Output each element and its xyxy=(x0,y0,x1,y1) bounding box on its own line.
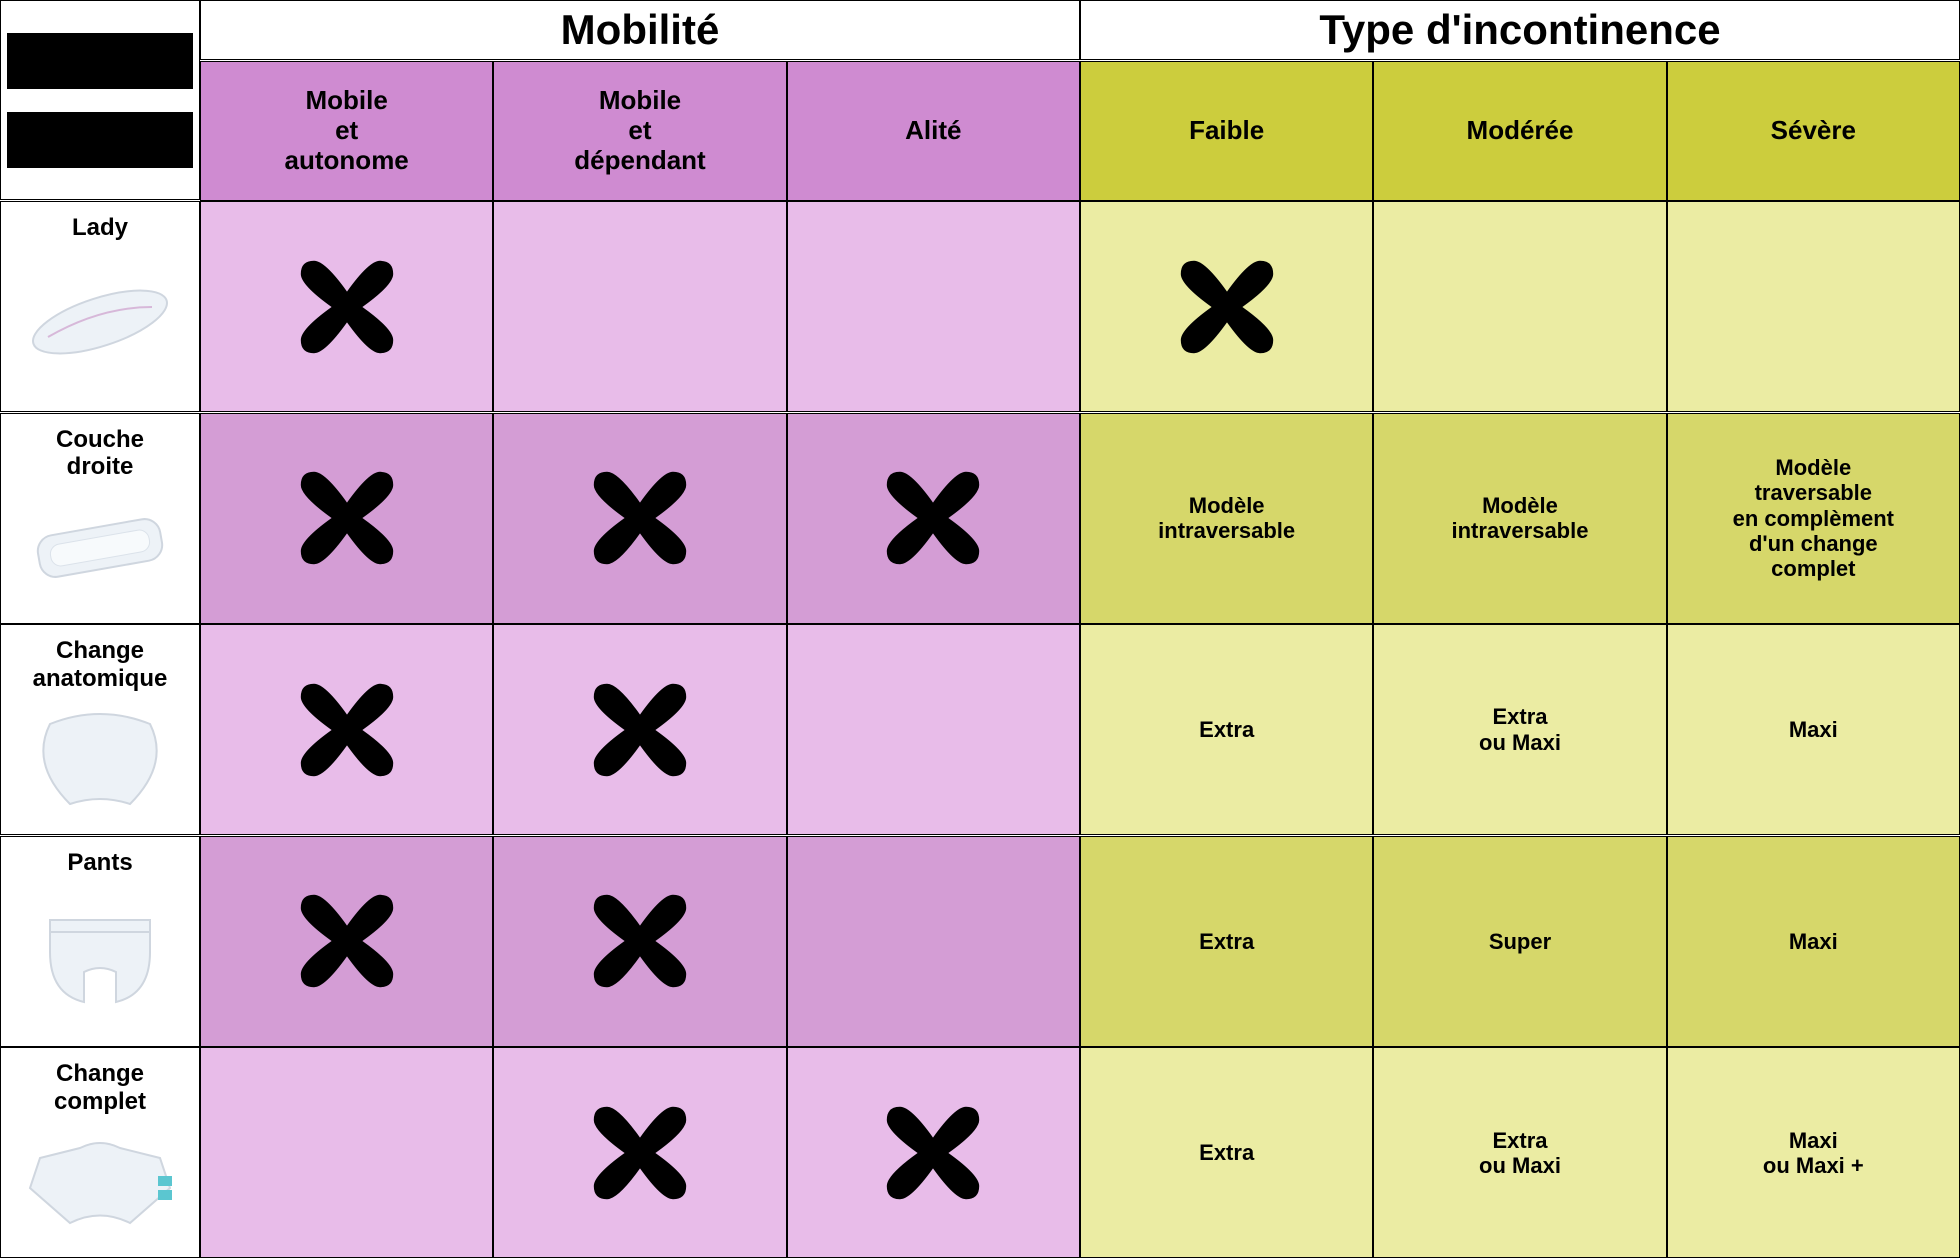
check-x-icon xyxy=(292,886,402,996)
row-label: Change anatomique xyxy=(0,624,200,835)
cell-text: Modèle intraversable xyxy=(1452,493,1589,544)
product-icon-wrap xyxy=(9,242,191,403)
product-icon-wrap xyxy=(9,876,191,1037)
comparison-table: MobilitéType d'incontinence Mobile et aut… xyxy=(0,0,1960,1259)
cell-text: Extra xyxy=(1199,1140,1254,1165)
redacted-bar xyxy=(7,33,193,89)
table-cell xyxy=(1080,201,1373,412)
check-x-icon xyxy=(1172,252,1282,362)
table-cell: Maxi xyxy=(1667,624,1960,835)
table-cell: Extra ou Maxi xyxy=(1373,1047,1666,1258)
sub-header: Sévère xyxy=(1667,61,1960,201)
row-label: Couche droite xyxy=(0,413,200,624)
table-cell: Modèle traversable en complèment d'un ch… xyxy=(1667,413,1960,624)
cell-text: Extra xyxy=(1199,717,1254,742)
product-icon-wrap xyxy=(9,692,191,826)
table-cell xyxy=(200,836,493,1047)
sub-header: Faible xyxy=(1080,61,1373,201)
group-header: Type d'incontinence xyxy=(1080,0,1960,60)
sub-header: Alité xyxy=(787,61,1080,201)
check-x-icon xyxy=(292,675,402,785)
sub-header: Modérée xyxy=(1373,61,1666,201)
table-cell: Modèle intraversable xyxy=(1373,413,1666,624)
cell-text: Extra ou Maxi xyxy=(1479,704,1561,755)
row-label: Lady xyxy=(0,201,200,412)
table-cell: Extra xyxy=(1080,1047,1373,1258)
table-cell xyxy=(1373,201,1666,412)
table-cell: Extra ou Maxi xyxy=(1373,624,1666,835)
table-cell xyxy=(493,413,786,624)
table-cell xyxy=(787,413,1080,624)
cell-text: Modèle intraversable xyxy=(1158,493,1295,544)
check-x-icon xyxy=(585,463,695,573)
row-label-text: Change anatomique xyxy=(9,637,191,692)
redacted-bar xyxy=(7,112,193,168)
row-label-text: Change complet xyxy=(9,1060,191,1115)
pad-straight-icon xyxy=(20,493,180,603)
table-cell: Super xyxy=(1373,836,1666,1047)
table-cell xyxy=(200,1047,493,1258)
check-x-icon xyxy=(878,1098,988,1208)
table-cell: Modèle intraversable xyxy=(1080,413,1373,624)
check-x-icon xyxy=(585,886,695,996)
pad-pants-icon xyxy=(20,902,180,1012)
sub-header: Mobile et dépendant xyxy=(493,61,786,201)
table-cell xyxy=(1667,201,1960,412)
product-icon-wrap xyxy=(9,481,191,615)
table-cell xyxy=(200,624,493,835)
cell-text: Extra xyxy=(1199,929,1254,954)
row-label-text: Lady xyxy=(9,214,191,242)
table-cell xyxy=(493,201,786,412)
row-label: Change complet xyxy=(0,1047,200,1258)
check-x-icon xyxy=(292,463,402,573)
table-cell: Maxi xyxy=(1667,836,1960,1047)
table-cell: Extra xyxy=(1080,624,1373,835)
cell-text: Maxi xyxy=(1789,717,1838,742)
cell-text: Extra ou Maxi xyxy=(1479,1128,1561,1179)
sub-header: Mobile et autonome xyxy=(200,61,493,201)
table-cell xyxy=(493,836,786,1047)
row-label-text: Couche droite xyxy=(9,426,191,481)
table-cell xyxy=(493,624,786,835)
table-cell: Extra xyxy=(1080,836,1373,1047)
check-x-icon xyxy=(878,463,988,573)
check-x-icon xyxy=(585,675,695,785)
check-x-icon xyxy=(585,1098,695,1208)
pad-complete-icon xyxy=(20,1128,180,1238)
table-cell xyxy=(493,1047,786,1258)
pad-lady-icon xyxy=(20,267,180,377)
product-icon-wrap xyxy=(9,1116,191,1250)
table-cell: Maxi ou Maxi + xyxy=(1667,1047,1960,1258)
table-cell xyxy=(787,836,1080,1047)
table-cell xyxy=(787,1047,1080,1258)
group-header: Mobilité xyxy=(200,0,1080,60)
table-cell xyxy=(200,413,493,624)
cell-text: Modèle traversable en complèment d'un ch… xyxy=(1733,455,1894,581)
cell-text: Super xyxy=(1489,929,1551,954)
row-label-text: Pants xyxy=(9,849,191,877)
table-corner xyxy=(0,0,200,200)
pad-anatomic-icon xyxy=(20,704,180,814)
row-label: Pants xyxy=(0,836,200,1047)
table-cell xyxy=(787,624,1080,835)
table-cell xyxy=(787,201,1080,412)
check-x-icon xyxy=(292,252,402,362)
cell-text: Maxi xyxy=(1789,929,1838,954)
cell-text: Maxi ou Maxi + xyxy=(1763,1128,1864,1179)
table-cell xyxy=(200,201,493,412)
